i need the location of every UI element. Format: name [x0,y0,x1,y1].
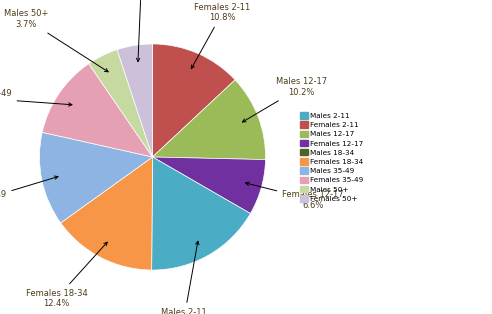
Text: Males 2-11
13.9%: Males 2-11 13.9% [161,241,207,314]
Wedge shape [153,44,235,157]
Legend: Males 2-11, Females 2-11, Males 12-17, Females 12-17, Males 18-34, Females 18-34: Males 2-11, Females 2-11, Males 12-17, F… [298,109,367,205]
Text: Males 35-49
11.1%: Males 35-49 11.1% [0,176,58,210]
Wedge shape [39,132,153,223]
Text: Females 12-17
6.6%: Females 12-17 6.6% [246,182,344,210]
Text: Females 2-11
10.8%: Females 2-11 10.8% [191,3,251,68]
Wedge shape [153,157,266,214]
Text: Females 50+
4.2%: Females 50+ 4.2% [114,0,169,62]
Text: Females 18-34
12.4%: Females 18-34 12.4% [26,242,107,308]
Wedge shape [89,50,153,157]
Text: Males 50+
3.7%: Males 50+ 3.7% [4,9,108,72]
Wedge shape [117,44,153,157]
Text: Males 12-17
10.2%: Males 12-17 10.2% [243,77,327,122]
Wedge shape [61,157,153,270]
Wedge shape [153,80,266,160]
Wedge shape [152,157,250,270]
Wedge shape [42,64,153,157]
Text: Females 35-49
9.9%: Females 35-49 9.9% [0,89,72,108]
